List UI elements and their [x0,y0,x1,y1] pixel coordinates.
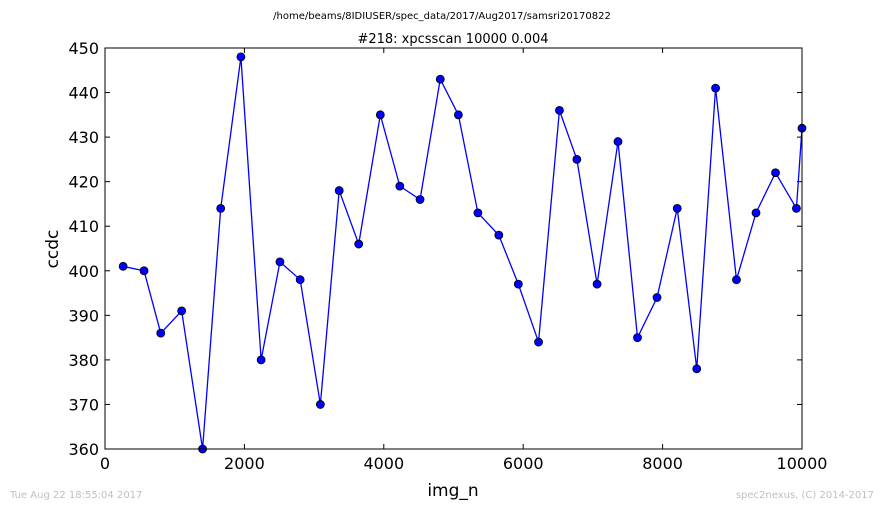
data-point [375,110,385,120]
x-tick-label: 10000 [777,454,828,473]
data-point [751,208,761,218]
data-point [275,257,285,267]
data-point [534,337,543,347]
y-tick-label: 380 [68,351,99,370]
data-point [395,181,405,191]
y-tick-label: 420 [68,173,99,192]
chart-title: #218: xpcsscan 10000 0.004 [357,32,548,47]
plot-area [105,48,802,449]
x-tick-label: 6000 [503,454,544,473]
x-axis-label: img_n [427,481,478,501]
x-tick-label: 2000 [224,454,265,473]
data-point [118,261,128,271]
data-point [513,279,523,289]
data-point [256,355,266,365]
y-axis-label: ccdc [43,230,63,269]
y-tick-label: 370 [68,395,99,414]
data-point [555,105,564,115]
data-point [453,110,463,120]
data-point [334,186,344,195]
y-tick-label: 450 [68,39,99,58]
data-point [415,195,425,204]
data-point [216,203,226,213]
y-tick-label: 410 [68,217,99,236]
data-point [692,364,702,374]
data-point [732,275,741,285]
data-series [118,52,807,454]
data-point [792,203,801,213]
data-point [711,83,720,93]
data-point [473,208,483,218]
data-point [236,52,246,62]
x-tick-label: 8000 [642,454,683,473]
y-tick-label: 360 [68,440,99,459]
data-point [139,266,149,276]
data-point [613,137,623,146]
figure-suptitle: /home/beams/8IDIUSER/spec_data/2017/Aug2… [273,11,611,22]
data-point [156,328,166,338]
data-point [435,74,445,84]
x-tick-label: 4000 [363,454,404,473]
data-point [572,154,582,164]
y-tick-label: 390 [68,306,99,325]
data-point [633,333,642,343]
y-tick-label: 440 [68,84,99,103]
data-point [494,230,504,240]
footer-credit: spec2nexus, (C) 2014-2017 [736,490,874,501]
data-point [295,275,305,285]
data-point [177,306,187,316]
y-tick-label: 400 [68,262,99,281]
y-tick-label: 430 [68,128,99,147]
data-point [771,168,780,178]
series-line [122,56,803,450]
data-point [315,400,325,409]
x-tick-label: 0 [100,454,110,473]
data-point [592,279,602,289]
plot-frame [104,47,803,450]
data-point [672,203,682,213]
data-point [652,293,662,302]
footer-timestamp: Tue Aug 22 18:55:04 2017 [9,490,142,501]
axis-ticks: 0 2000 4000 6000 8000 10000 360 370 380 390 400 410… [68,39,827,473]
data-point [354,239,364,249]
